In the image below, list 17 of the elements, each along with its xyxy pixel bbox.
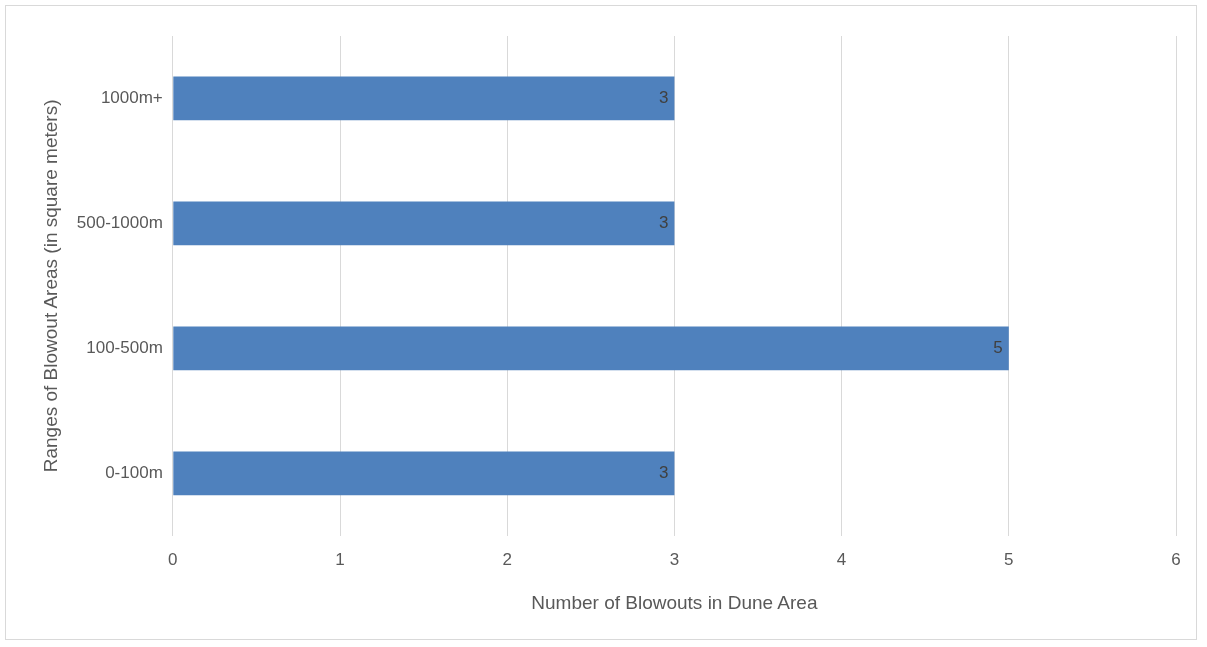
x-tick-label: 4 xyxy=(836,549,847,569)
x-tick-label: 1 xyxy=(335,549,345,569)
data-label: 3 xyxy=(658,463,669,483)
data-label: 3 xyxy=(658,88,669,108)
x-tick-label: 6 xyxy=(1171,549,1181,569)
y-tick-label: 0-100m xyxy=(105,463,163,483)
x-tick-label: 5 xyxy=(1004,549,1014,569)
x-tick-label: 3 xyxy=(669,549,680,569)
y-axis-title: Ranges of Blowout Areas (in square meters) xyxy=(39,99,61,473)
data-label: 5 xyxy=(993,338,1003,358)
y-tick-label: 500-1000m xyxy=(76,213,163,233)
y-tick-label: 1000m+ xyxy=(100,88,163,108)
y-tick-label: 100-500m xyxy=(86,338,163,358)
x-tick-label: 0 xyxy=(168,549,178,569)
x-axis-title: Number of Blowouts in Dune Area xyxy=(531,591,818,613)
data-label: 3 xyxy=(658,213,669,233)
x-tick-label: 2 xyxy=(502,549,512,569)
